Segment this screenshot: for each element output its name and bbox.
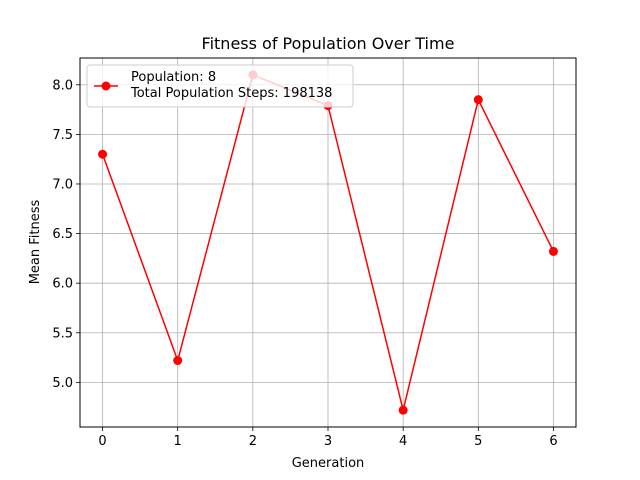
x-tick-label: 1 [174, 434, 182, 449]
plot-frame [79, 57, 577, 428]
legend-marker-swatch [101, 81, 111, 91]
x-tick-label: 3 [324, 434, 332, 449]
x-tick-label: 0 [98, 434, 106, 449]
data-point [98, 149, 108, 159]
x-axis-label: Generation [292, 456, 365, 471]
legend-label-population: Population: 8 [131, 70, 216, 85]
data-point [173, 356, 183, 366]
x-tick-label: 2 [249, 434, 257, 449]
y-tick-label: 7.5 [52, 128, 73, 143]
data-point [548, 246, 558, 256]
y-tick-label: 5.0 [52, 376, 73, 391]
legend-box [86, 64, 354, 108]
legend: Population: 8 Total Population Steps: 19… [86, 64, 354, 108]
axes: 0 1 2 3 4 5 6 5.0 5.5 6.0 6.5 7.0 7.5 8.0 [52, 78, 557, 449]
y-tick-label: 6.0 [52, 277, 73, 292]
y-tick-label: 6.5 [52, 227, 73, 242]
y-tick-label: 7.0 [52, 177, 73, 192]
data-point [398, 405, 408, 415]
x-tick-label: 4 [399, 434, 407, 449]
data-point [473, 95, 483, 105]
x-tick-label: 5 [474, 434, 482, 449]
y-tick-label: 5.5 [52, 326, 73, 341]
chart-title: Fitness of Population Over Time [202, 34, 455, 53]
x-tick-label: 6 [549, 434, 557, 449]
y-tick-label: 8.0 [52, 78, 73, 93]
legend-label-total-steps: Total Population Steps: 198138 [130, 86, 332, 101]
y-axis-label: Mean Fitness [28, 199, 43, 284]
